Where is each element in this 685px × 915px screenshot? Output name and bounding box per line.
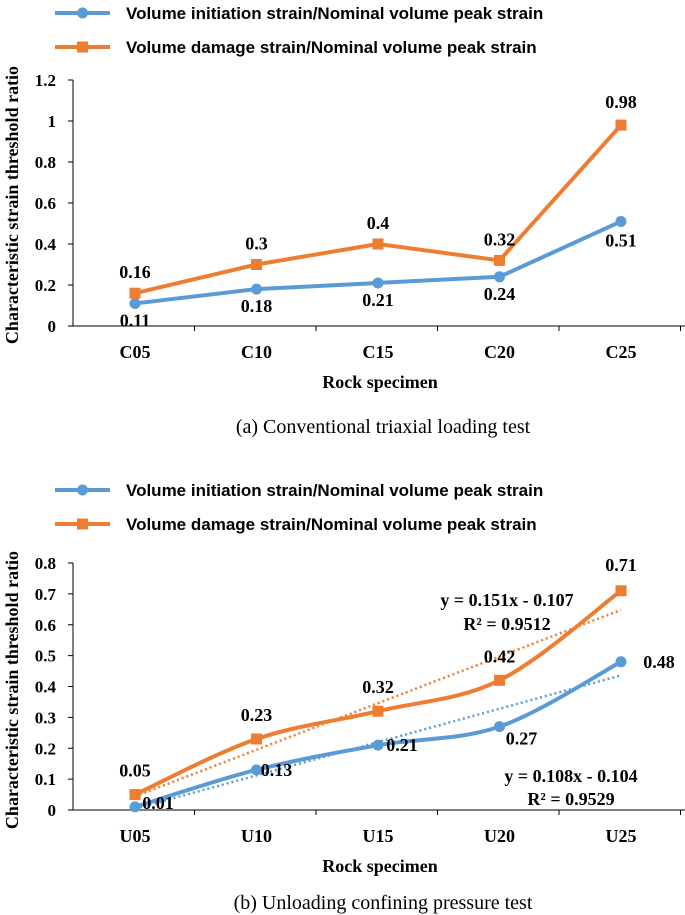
data-point: [372, 705, 384, 717]
y-tick-label: 0.2: [35, 739, 56, 758]
figure-caption: (b) Unloading confining pressure test: [234, 892, 533, 914]
data-label: 0.4: [367, 213, 390, 233]
y-tick-label: 0.5: [35, 647, 56, 666]
y-tick-label: 0.8: [35, 554, 56, 573]
trendline-equation: y = 0.151x - 0.107: [440, 590, 573, 610]
y-tick-label: 0.6: [35, 194, 56, 213]
x-tick-label: C15: [363, 342, 394, 362]
figure-caption: (a) Conventional triaxial loading test: [236, 416, 531, 438]
data-label: 0.51: [605, 230, 637, 250]
trendline-equation: y = 0.108x - 0.104: [504, 766, 637, 786]
x-tick-label: U20: [484, 826, 515, 846]
x-tick-label: U10: [241, 826, 272, 846]
data-point: [494, 721, 505, 733]
legend-label-1: Volume initiation strain/Nominal volume …: [126, 4, 543, 23]
data-label: 0.71: [605, 555, 637, 575]
data-point: [372, 238, 384, 250]
data-label: 0.05: [119, 761, 151, 781]
x-axis-title: Rock specimen: [322, 372, 438, 392]
chart-panel-b: Volume initiation strain/Nominal volume …: [2, 481, 685, 914]
data-label: 0.11: [120, 310, 151, 330]
data-point: [251, 283, 262, 295]
x-tick-label: U25: [606, 826, 637, 846]
y-axis-title: Characteristic strain threshold ratio: [2, 551, 22, 829]
data-label: 0.18: [241, 296, 273, 316]
trendline-r-squared: R² = 0.9512: [463, 614, 550, 634]
y-axis-title: Characteristic strain threshold ratio: [2, 66, 22, 344]
y-tick-label: 0.4: [35, 678, 57, 697]
y-tick-label: 0.6: [35, 616, 56, 635]
data-point: [372, 739, 384, 751]
x-tick-label: C20: [484, 342, 515, 362]
data-point: [615, 656, 627, 668]
legend-label-2: Volume damage strain/Nominal volume peak…: [126, 515, 537, 534]
data-label: 0.27: [506, 729, 538, 749]
data-point: [129, 297, 141, 309]
y-tick-label: 0.7: [35, 585, 57, 604]
data-label: 0.32: [362, 677, 394, 697]
data-point: [251, 733, 262, 745]
data-label: 0.16: [119, 262, 151, 282]
data-label: 0.48: [643, 652, 675, 672]
data-label: 0.23: [241, 705, 273, 725]
legend-marker-circle-icon: [77, 7, 88, 19]
y-tick-label: 0.8: [35, 153, 56, 172]
data-label: 0.98: [605, 92, 637, 112]
y-tick-label: 0: [48, 801, 57, 820]
data-point: [129, 789, 141, 801]
x-tick-label: U15: [363, 826, 394, 846]
data-point: [494, 271, 505, 283]
data-point: [615, 119, 627, 131]
x-tick-label: C05: [120, 342, 151, 362]
legend-marker-square-icon: [77, 518, 88, 530]
trendline-2: [134, 608, 622, 798]
data-point: [372, 277, 384, 289]
x-axis-title: Rock specimen: [322, 856, 438, 876]
chart-panel-a: Volume initiation strain/Nominal volume …: [2, 4, 685, 438]
data-label: 0.42: [484, 646, 516, 666]
y-tick-label: 1: [48, 112, 57, 131]
y-tick-label: 1.2: [35, 71, 56, 90]
data-label: 0.21: [386, 735, 418, 755]
x-tick-label: C10: [241, 342, 272, 362]
data-point: [615, 215, 627, 227]
series-line-2: [134, 123, 623, 296]
x-tick-label: U05: [120, 826, 151, 846]
data-point: [129, 801, 141, 813]
y-tick-label: 0.2: [35, 276, 56, 295]
data-label: 0.13: [261, 760, 293, 780]
data-label: 0.32: [484, 229, 516, 249]
data-point: [494, 254, 505, 266]
trendline-r-squared: R² = 0.9529: [527, 789, 614, 809]
data-point: [251, 764, 262, 776]
data-label: 0.3: [245, 234, 268, 254]
data-label: 0.24: [484, 284, 516, 304]
legend-label-1: Volume initiation strain/Nominal volume …: [126, 481, 543, 500]
x-tick-label: C25: [606, 342, 637, 362]
legend-marker-square-icon: [77, 41, 88, 53]
y-tick-label: 0: [48, 317, 57, 336]
data-label: 0.21: [362, 290, 394, 310]
y-tick-label: 0.4: [35, 235, 57, 254]
data-point: [129, 287, 141, 299]
data-label: 0.01: [142, 793, 174, 813]
y-tick-label: 0.3: [35, 708, 56, 727]
y-tick-label: 0.1: [35, 770, 56, 789]
data-point: [494, 674, 505, 686]
legend-marker-circle-icon: [77, 484, 88, 496]
data-point: [251, 259, 262, 270]
legend-label-2: Volume damage strain/Nominal volume peak…: [126, 38, 537, 57]
data-point: [615, 585, 627, 597]
